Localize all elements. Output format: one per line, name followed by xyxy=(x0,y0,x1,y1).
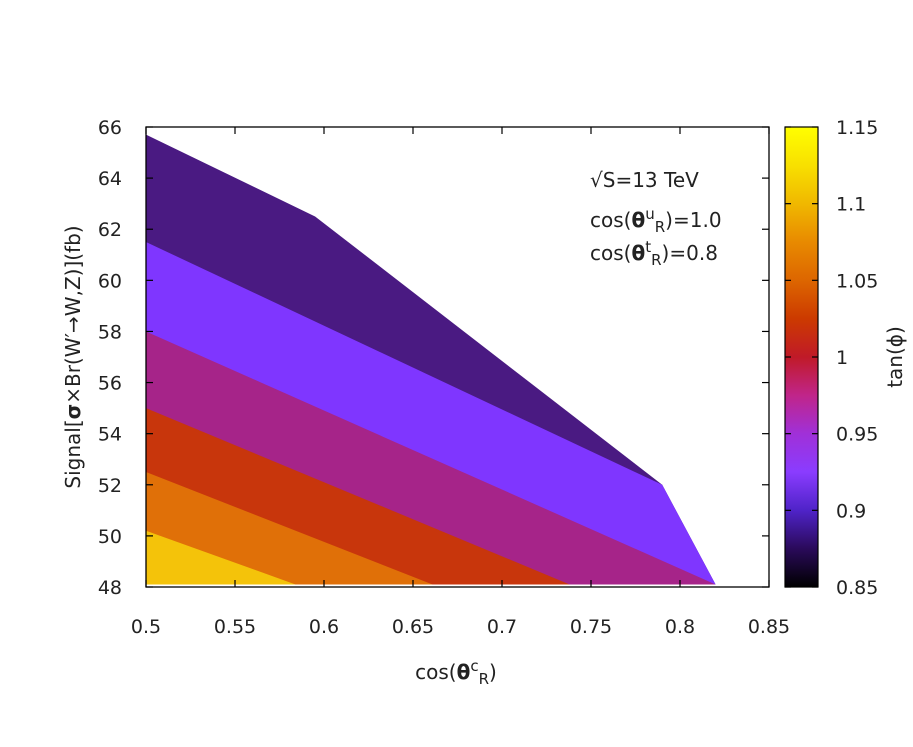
colorbar-tick-label: 1 xyxy=(836,347,848,369)
x-tick-label: 0.6 xyxy=(309,616,339,638)
cos-theta-u-annotation: cos(θuR)=1.0 xyxy=(590,205,722,236)
colorbar-tick-label: 0.9 xyxy=(836,500,866,522)
colorbar-tick-label: 0.85 xyxy=(836,577,878,599)
colorbar-tick-label: 1.1 xyxy=(836,194,866,216)
chart-annotations: √S=13 TeV cos(θuR)=1.0 cos(θtR)=0.8 xyxy=(590,168,722,269)
y-tick-label: 58 xyxy=(98,321,122,343)
x-tick-label: 0.65 xyxy=(392,616,434,638)
x-tick-label: 0.55 xyxy=(214,616,256,638)
contour-band-1.075 xyxy=(146,472,433,585)
colorbar-ticks: 0.85 0.9 0.95 1 1.05 1.1 1.15 xyxy=(785,117,878,599)
y-tick-label: 48 xyxy=(98,577,122,599)
x-tick-label: 0.5 xyxy=(131,616,161,638)
y-tick-label: 62 xyxy=(98,219,122,241)
y-tick-label: 56 xyxy=(98,373,122,395)
contour-band-1.125 xyxy=(146,530,296,585)
colorbar-tick-label: 0.95 xyxy=(836,424,878,446)
y-tick-label: 64 xyxy=(98,168,122,190)
y-axis-ticks: 48 50 52 54 56 58 60 62 64 66 xyxy=(98,117,769,599)
x-axis-label: cos(θcR) xyxy=(415,657,497,688)
cos-theta-t-annotation: cos(θtR)=0.8 xyxy=(590,238,718,269)
x-tick-label: 0.85 xyxy=(748,616,790,638)
x-tick-label: 0.75 xyxy=(570,616,612,638)
y-tick-label: 66 xyxy=(98,117,122,139)
energy-annotation: √S=13 TeV xyxy=(590,168,699,192)
y-tick-label: 54 xyxy=(98,424,122,446)
colorbar-label: tan(ϕ) xyxy=(883,326,907,388)
contour-bands xyxy=(146,134,716,585)
y-tick-label: 50 xyxy=(98,526,122,548)
y-tick-label: 60 xyxy=(98,270,122,292)
y-tick-label: 52 xyxy=(98,475,122,497)
colorbar-tick-label: 1.05 xyxy=(836,270,878,292)
plot-frame xyxy=(145,126,770,588)
x-tick-label: 0.8 xyxy=(665,616,695,638)
x-tick-label: 0.7 xyxy=(487,616,517,638)
y-axis-label: Signal[σ×Br(W′→W,Z)](fb) xyxy=(61,225,85,488)
colorbar-tick-label: 1.15 xyxy=(836,117,878,139)
x-axis-ticks: 0.5 0.55 0.6 0.65 0.7 0.75 0.8 0.85 xyxy=(131,127,790,638)
